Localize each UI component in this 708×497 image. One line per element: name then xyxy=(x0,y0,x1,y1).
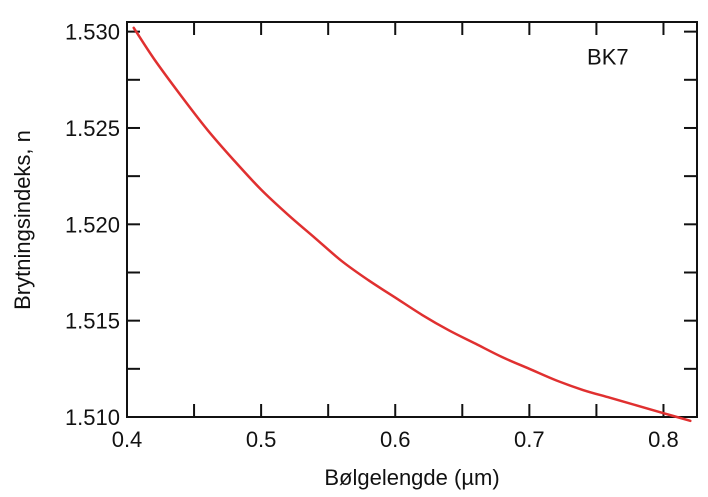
y-tick-label: 1.525 xyxy=(65,116,120,141)
y-tick-label: 1.515 xyxy=(65,309,120,334)
x-tick-label: 0.4 xyxy=(112,427,143,452)
x-tick-label: 0.7 xyxy=(514,427,545,452)
annotation-bk7: BK7 xyxy=(587,44,629,69)
y-tick-label: 1.530 xyxy=(65,20,120,45)
y-axis-label: Brytningsindeks, n xyxy=(10,130,35,310)
x-axis-label: Bølgelengde (µm) xyxy=(324,465,499,490)
ticks xyxy=(126,22,697,418)
series-line xyxy=(132,26,692,423)
series-layer xyxy=(132,26,692,423)
y-tick-label: 1.510 xyxy=(65,405,120,430)
tick-labels: 0.4 0.5 0.6 0.7 0.8 1.510 1.515 1.520 1.525 1.530 xyxy=(65,20,679,452)
x-tick-label: 0.8 xyxy=(648,427,679,452)
x-tick-label: 0.6 xyxy=(380,427,411,452)
plot-frame xyxy=(126,21,698,418)
x-tick-label: 0.5 xyxy=(246,427,277,452)
y-tick-label: 1.520 xyxy=(65,212,120,237)
